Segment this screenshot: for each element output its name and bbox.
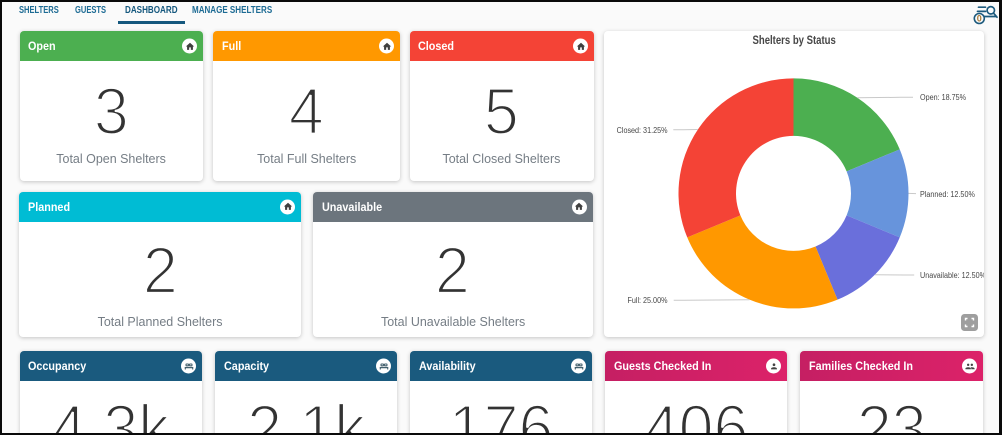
svg-text:0: 0 (977, 14, 982, 24)
